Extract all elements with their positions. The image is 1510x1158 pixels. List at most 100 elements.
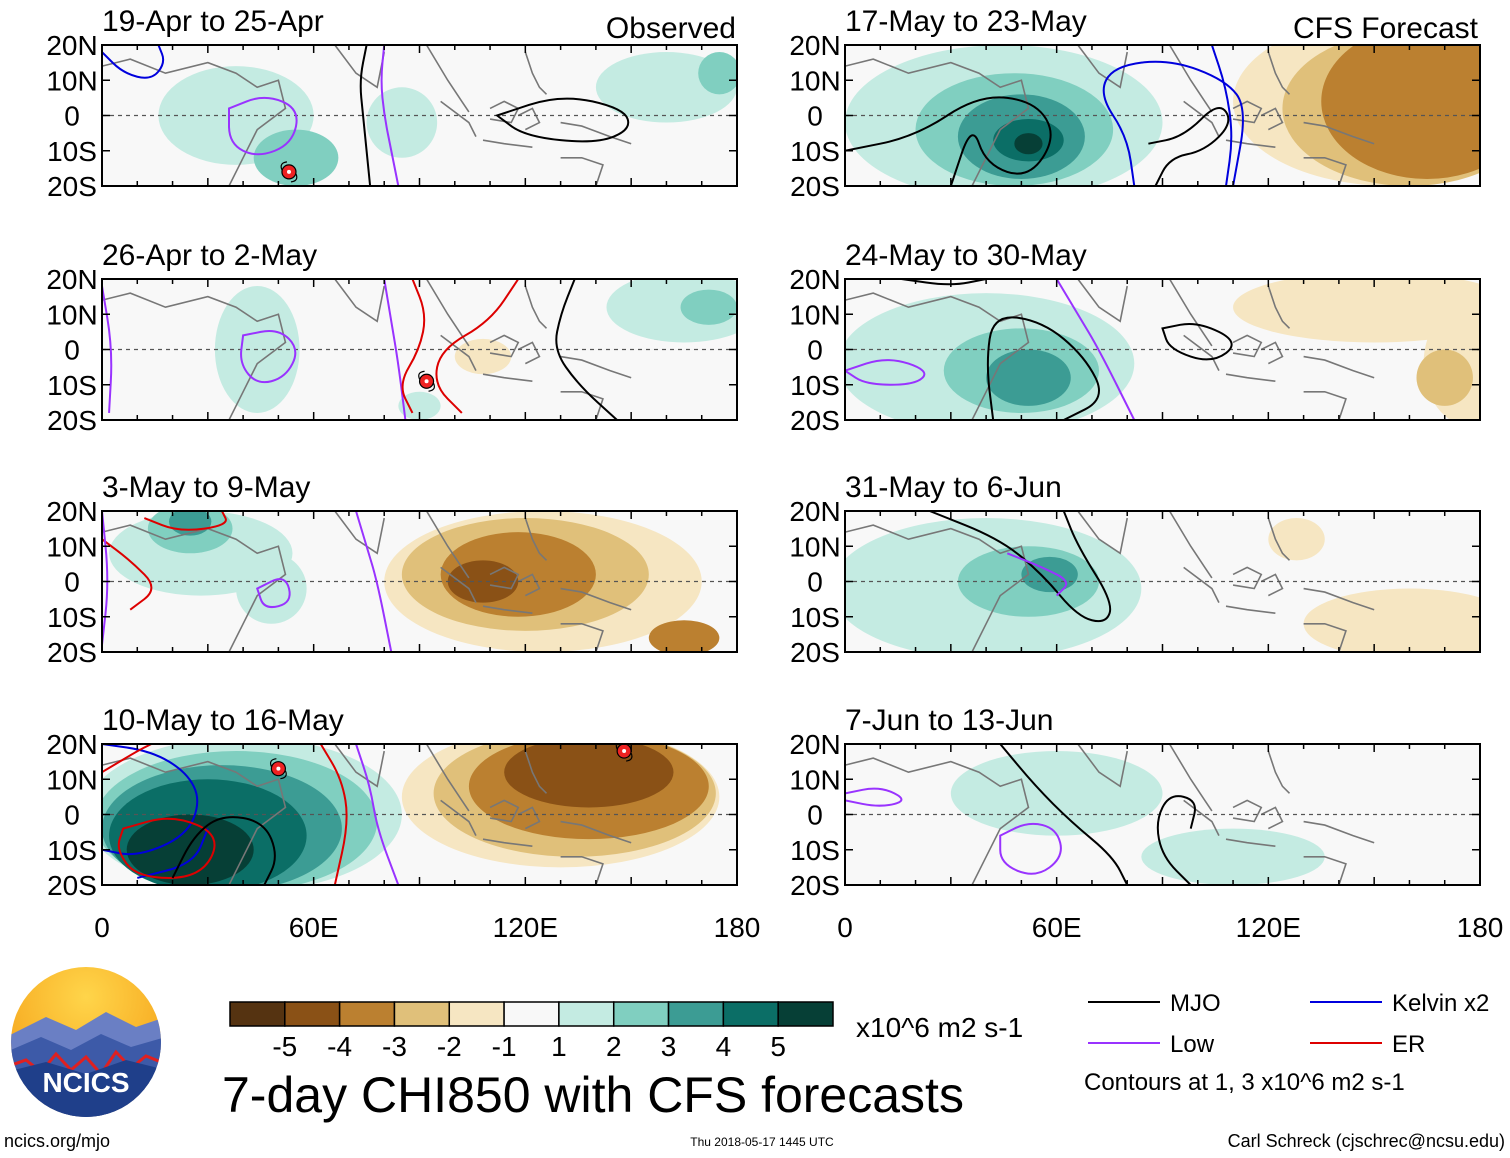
coastline <box>1168 511 1213 579</box>
anomaly-region <box>454 338 512 375</box>
contour-low <box>999 822 1062 875</box>
y-tick-label: 20S <box>47 171 97 202</box>
y-tick-label: 20S <box>790 405 840 436</box>
contour-mjo <box>845 96 1052 186</box>
coastline <box>425 279 470 347</box>
contour-low <box>355 744 400 885</box>
coastline <box>524 750 548 794</box>
coastline <box>1183 566 1220 604</box>
coastline <box>560 157 604 186</box>
coastline <box>1232 799 1263 823</box>
coastline <box>1077 279 1129 323</box>
colorbar-tick-label: 3 <box>661 1031 677 1062</box>
y-tick-label: 20S <box>47 405 97 436</box>
contour-mjo <box>359 45 372 186</box>
colorbar-swatch <box>503 1001 560 1027</box>
coastline <box>489 799 520 823</box>
coastline <box>845 524 1030 652</box>
website-url[interactable]: ncics.org/mjo <box>4 1131 110 1151</box>
y-tick-label: 10S <box>47 835 97 866</box>
panel-title: 10-May to 16-May <box>102 704 344 737</box>
coastline <box>1168 744 1213 812</box>
y-tick-label: 20S <box>790 870 840 901</box>
contour-er <box>435 279 520 414</box>
panel-title: 7-Jun to 13-Jun <box>845 704 1053 737</box>
coastline <box>440 566 477 604</box>
tropical-cyclone-icon <box>615 744 633 762</box>
anomaly-region <box>1141 828 1325 885</box>
coastline <box>440 334 477 372</box>
y-tick-label: 0 <box>807 101 823 132</box>
y-tick-label: 10N <box>789 531 840 562</box>
contour-mjo <box>986 316 1100 420</box>
y-tick-label: 0 <box>807 567 823 598</box>
coastline <box>1267 517 1291 561</box>
ncics-logo: NCICS <box>11 967 161 1117</box>
coastline <box>1303 855 1347 885</box>
coastline <box>1267 285 1291 329</box>
y-tick-label: 20N <box>789 729 840 760</box>
coastline <box>1232 334 1263 358</box>
y-tick-label: 20N <box>46 496 97 527</box>
contour-kelvin <box>102 744 199 856</box>
coastline <box>1232 100 1263 124</box>
x-tick-label: 180 <box>714 912 761 943</box>
x-tick-label: 0 <box>837 912 853 943</box>
y-tick-label: 10N <box>46 299 97 330</box>
anomaly-region <box>236 553 307 624</box>
observed-label: Observed <box>606 12 736 45</box>
anomaly-region <box>1416 349 1473 406</box>
anomaly-region <box>447 560 519 603</box>
x-tick-label: 60E <box>1032 912 1082 943</box>
coastline <box>1303 820 1375 844</box>
colorbar-tick-label: 4 <box>716 1031 732 1062</box>
colorbar-swatch <box>777 1001 834 1027</box>
anomaly-region <box>1268 518 1325 561</box>
x-tick-label: 0 <box>94 912 110 943</box>
contour-low <box>845 359 926 386</box>
x-tick-label: 120E <box>1236 912 1301 943</box>
x-tick-label: 120E <box>493 912 558 943</box>
y-tick-label: 10N <box>46 531 97 562</box>
colorbar-swatch <box>448 1001 505 1027</box>
panel-title: 19-Apr to 25-Apr <box>102 5 324 38</box>
y-tick-label: 10S <box>790 835 840 866</box>
contour-low <box>383 279 407 420</box>
anomaly-region <box>986 349 1071 406</box>
coastline <box>1183 100 1220 138</box>
colorbar-tick-label: -4 <box>327 1031 352 1062</box>
y-tick-label: 10S <box>790 602 840 633</box>
coastline <box>560 587 632 611</box>
coastline <box>1225 373 1276 383</box>
panel-title: 24-May to 30-May <box>845 239 1087 272</box>
coastline <box>1303 121 1375 145</box>
anomaly-region <box>1233 279 1480 343</box>
legend: MJO Kelvin x2 Low ER Contours at 1, 3 x1… <box>1084 990 1489 1096</box>
panel-title: 26-Apr to 2-May <box>102 239 317 272</box>
y-tick-label: 10S <box>47 602 97 633</box>
coastline <box>1303 622 1347 652</box>
y-tick-label: 20S <box>47 870 97 901</box>
contour-low <box>845 787 903 807</box>
coastline <box>1303 355 1375 379</box>
coastline <box>1267 750 1291 794</box>
panels-group: 19-Apr to 25-Apr 20N 10N 0 10S 20S 26-Apr to 2… <box>46 5 1503 943</box>
coastline <box>425 744 470 812</box>
contour-er <box>117 817 216 879</box>
coastline <box>425 45 470 113</box>
coastline <box>560 121 632 145</box>
tropical-cyclone-icon <box>269 758 287 780</box>
y-tick-label: 0 <box>64 335 80 366</box>
contour-kelvin <box>137 828 209 879</box>
coastline <box>489 334 520 358</box>
colorbar-tick-label: 2 <box>606 1031 622 1062</box>
coastline <box>425 511 470 579</box>
timestamp: Thu 2018-05-17 1445 UTC <box>690 1135 834 1149</box>
coastline <box>334 45 386 89</box>
contour-low <box>255 578 291 609</box>
